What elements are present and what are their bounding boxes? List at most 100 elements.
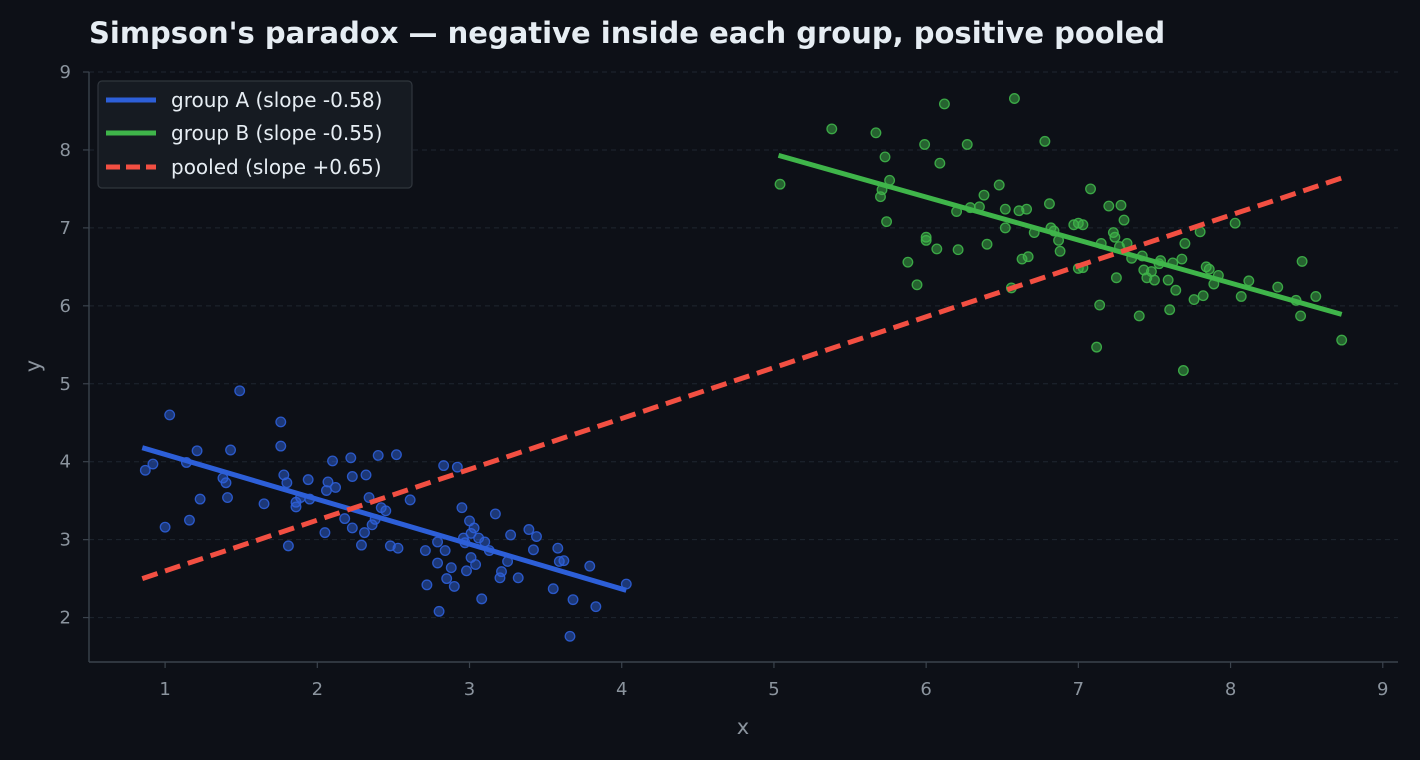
point-group-a-53: [441, 573, 453, 585]
point-group-b-21: [978, 189, 990, 201]
point-group-a-46: [419, 545, 431, 556]
point-group-b-30: [1021, 203, 1033, 215]
point-group-a-2: [159, 521, 171, 533]
y-tick-label-2: 2: [60, 608, 71, 629]
x-tick-label-4: 4: [616, 679, 627, 700]
point-group-a-50: [433, 605, 445, 617]
point-group-b-85: [1296, 255, 1308, 267]
fit-lines: [141, 152, 1343, 593]
point-group-a-35: [360, 469, 372, 481]
point-group-b-8: [902, 256, 914, 268]
legend-label-group-b: group B (slope -0.55): [171, 121, 382, 145]
point-group-a-44: [392, 542, 404, 554]
point-group-a-84: [567, 594, 579, 606]
point-group-a-9: [220, 477, 232, 489]
point-group-a-34: [359, 527, 370, 539]
point-group-a-12: [234, 385, 246, 397]
x-axis-label: x: [737, 715, 749, 739]
point-group-b-9: [911, 279, 923, 291]
point-group-b-0: [774, 178, 786, 190]
fit-line-group-a: [141, 445, 628, 593]
x-tick-label-8: 8: [1225, 679, 1236, 700]
point-group-a-56: [451, 461, 463, 473]
point-group-a-86: [590, 601, 602, 613]
point-group-a-83: [564, 630, 576, 642]
point-group-b-45: [1094, 299, 1106, 311]
point-group-b-2: [870, 127, 882, 139]
point-group-a-76: [523, 524, 535, 535]
x-tick-label-3: 3: [464, 679, 475, 700]
point-group-b-27: [1008, 93, 1020, 104]
point-group-a-55: [448, 580, 460, 592]
y-tick-label-7: 7: [60, 218, 71, 239]
point-group-b-72: [1197, 290, 1209, 302]
point-group-b-52: [1115, 199, 1127, 211]
point-group-a-22: [302, 474, 314, 486]
point-group-a-43: [391, 449, 402, 461]
point-group-a-79: [547, 583, 559, 595]
point-group-b-34: [1043, 198, 1055, 210]
point-group-b-68: [1176, 253, 1188, 265]
point-group-b-17: [952, 244, 964, 256]
point-group-a-47: [421, 579, 433, 591]
point-group-a-72: [496, 566, 507, 578]
point-group-b-15: [938, 98, 950, 110]
point-group-a-52: [439, 545, 451, 556]
point-group-a-1: [147, 458, 159, 470]
point-group-a-64: [468, 522, 480, 534]
point-group-a-30: [345, 452, 357, 464]
point-group-b-61: [1149, 274, 1160, 286]
x-tick-label-5: 5: [768, 679, 779, 700]
point-group-a-5: [184, 514, 195, 526]
x-tick-label-6: 6: [920, 679, 931, 700]
x-tick-label-2: 2: [312, 679, 323, 700]
x-tick-label-1: 1: [159, 679, 170, 700]
point-group-b-33: [1039, 135, 1051, 147]
y-tick-label-3: 3: [60, 530, 71, 551]
point-group-a-54: [445, 562, 457, 574]
point-group-b-87: [1336, 334, 1348, 346]
point-group-a-0: [139, 464, 151, 476]
x-tick-label-7: 7: [1073, 679, 1084, 700]
point-group-b-18: [961, 139, 973, 150]
point-group-a-10: [222, 492, 233, 503]
point-group-a-57: [456, 502, 468, 514]
point-group-a-14: [275, 416, 287, 428]
point-group-a-75: [512, 572, 524, 584]
point-group-b-6: [881, 216, 893, 228]
point-group-b-64: [1162, 274, 1174, 286]
point-group-a-48: [432, 536, 444, 548]
point-group-a-60: [461, 565, 472, 577]
point-group-b-10: [919, 139, 931, 150]
point-group-a-7: [194, 493, 206, 505]
point-group-b-78: [1177, 365, 1189, 376]
y-axis-label: y: [21, 360, 45, 372]
point-group-b-84: [1295, 310, 1307, 322]
point-group-a-6: [191, 445, 203, 457]
y-tick-label-5: 5: [60, 374, 71, 395]
y-tick-label-4: 4: [60, 452, 71, 473]
point-group-b-81: [1243, 275, 1255, 287]
y-tick-label-9: 9: [60, 62, 71, 83]
point-group-b-80: [1235, 291, 1247, 302]
point-group-a-49: [432, 557, 444, 569]
point-group-a-65: [470, 559, 482, 571]
point-group-b-5: [879, 151, 891, 163]
gridlines: [89, 71, 1398, 619]
point-group-a-78: [531, 531, 542, 542]
legend-label-pooled: pooled (slope +0.65): [171, 155, 382, 179]
point-group-a-32: [346, 522, 358, 534]
point-group-b-77: [1091, 341, 1103, 353]
point-group-b-67: [1170, 284, 1182, 296]
point-group-a-74: [505, 529, 517, 541]
point-group-a-33: [356, 539, 367, 551]
point-group-b-25: [999, 222, 1011, 234]
point-group-b-12: [920, 231, 932, 243]
x-tick-label-9: 9: [1377, 679, 1388, 700]
point-group-b-70: [1188, 294, 1200, 306]
point-group-b-49: [1109, 231, 1121, 243]
point-group-b-31: [1022, 251, 1034, 263]
point-group-a-18: [282, 540, 294, 552]
point-group-a-39: [372, 450, 384, 461]
point-group-b-79: [1229, 217, 1241, 229]
